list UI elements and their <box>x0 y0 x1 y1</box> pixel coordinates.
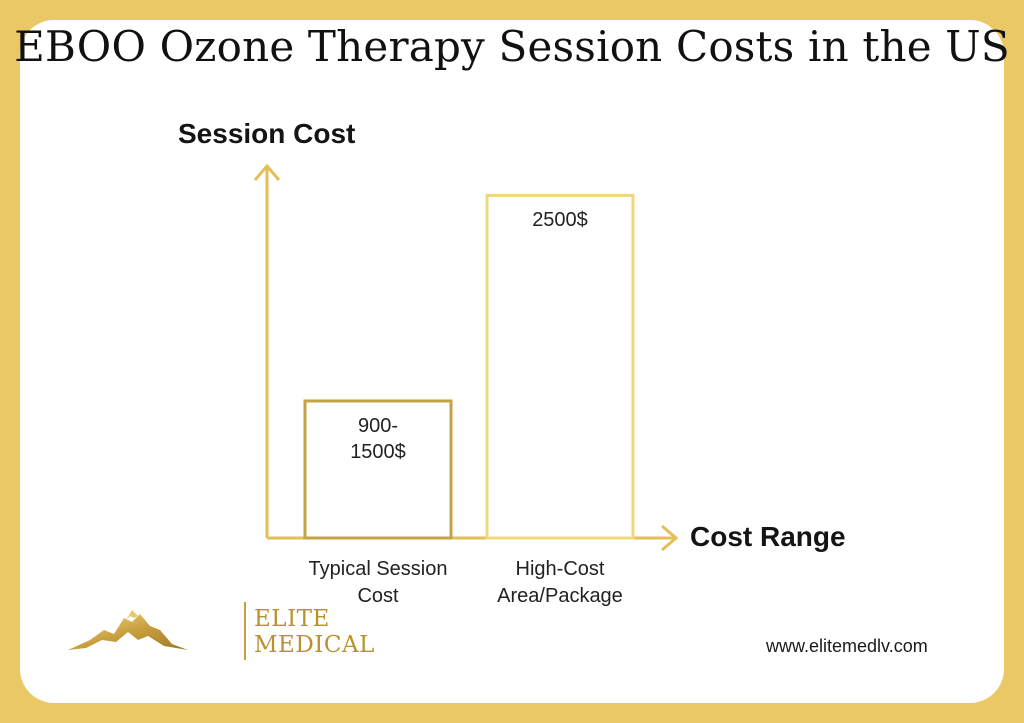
category-label-line: High-Cost <box>515 558 605 580</box>
bar-high-cost-area-package <box>485 193 635 540</box>
logo-divider <box>244 602 246 660</box>
chart-card <box>20 20 1004 703</box>
data-label-line: 2500$ <box>532 209 588 232</box>
y-axis-arrow <box>253 163 281 181</box>
category-label-typical: Typical Session Cost <box>285 556 471 610</box>
website-url[interactable]: www.elitemedlv.com <box>766 636 928 656</box>
bar-typical-session-cost <box>303 399 453 540</box>
elite-medical-logo: ELITE MEDICAL <box>68 600 374 664</box>
x-axis-arrow <box>661 524 679 552</box>
y-axis-label: Session Cost <box>178 118 356 149</box>
chart-title: EBOO Ozone Therapy Session Costs in the … <box>14 22 1010 71</box>
mountain-icon <box>68 610 188 650</box>
x-axis-label: Cost Range <box>690 521 846 552</box>
data-label-line: 900- <box>357 414 399 437</box>
category-label-line: Typical Session <box>308 558 448 580</box>
data-label-line: 1500$ <box>350 440 406 463</box>
logo-line-1: ELITE <box>254 606 330 632</box>
logo-line-2: MEDICAL <box>254 632 375 658</box>
category-label-line: Area/Package <box>497 585 623 607</box>
category-label-line: Cost <box>357 585 399 607</box>
data-label-typical: 900- 1500$ <box>305 413 451 465</box>
category-label-high-cost: High-Cost Area/Package <box>467 556 653 610</box>
data-label-high-cost: 2500$ <box>487 207 633 233</box>
